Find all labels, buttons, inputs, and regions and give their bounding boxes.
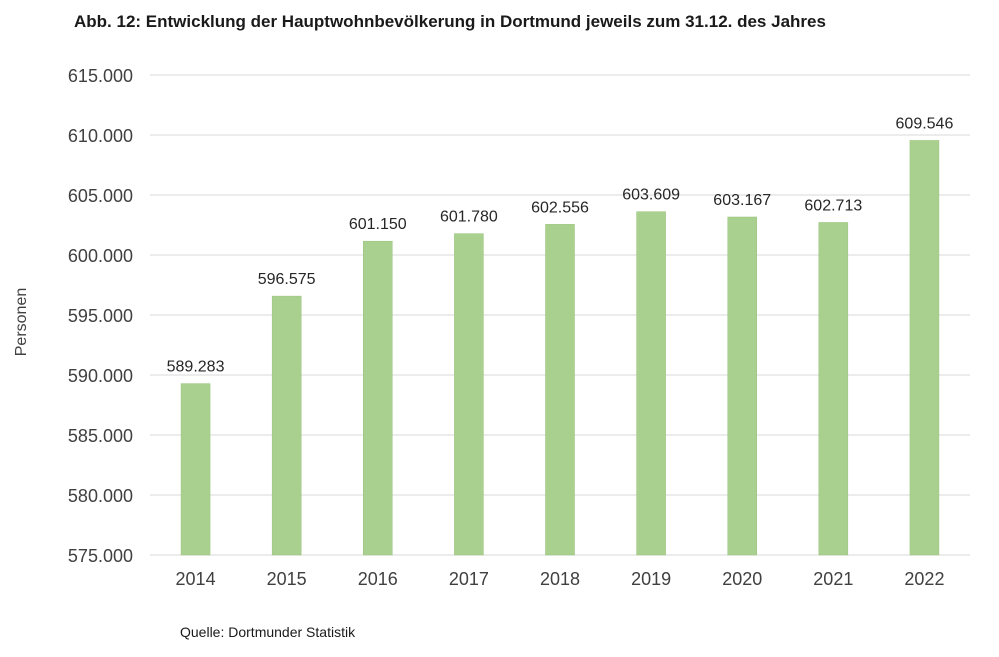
- data-label: 601.780: [440, 209, 498, 226]
- x-axis-ticks: 2014 2015 2016 2017 2018 2019 2020 2021 2022: [176, 569, 945, 589]
- x-tick-label: 2021: [813, 569, 853, 589]
- bar: [545, 224, 575, 556]
- data-label: 596.575: [258, 271, 316, 288]
- bar: [818, 222, 849, 556]
- data-label: 609.546: [896, 115, 954, 132]
- data-label: 589.283: [167, 359, 225, 376]
- y-tick-label: 595.000: [68, 306, 133, 326]
- x-tick-label: 2020: [722, 569, 762, 589]
- x-tick-label: 2016: [358, 569, 398, 589]
- y-tick-label: 600.000: [68, 246, 133, 266]
- data-label: 603.609: [622, 187, 680, 204]
- y-tick-label: 615.000: [68, 66, 133, 86]
- bar: [727, 216, 757, 556]
- x-tick-label: 2014: [176, 569, 216, 589]
- x-tick-label: 2022: [904, 569, 944, 589]
- bar: [636, 211, 666, 556]
- bars: [180, 140, 940, 556]
- bar: [363, 240, 393, 556]
- y-tick-label: 610.000: [68, 126, 133, 146]
- source-note: Quelle: Dortmunder Statistik: [180, 624, 356, 640]
- y-tick-label: 605.000: [68, 186, 133, 206]
- y-tick-label: 585.000: [68, 426, 133, 446]
- y-axis-ticks: 575.000 580.000 585.000 590.000 595.000 600.0…: [68, 66, 133, 566]
- y-tick-label: 575.000: [68, 546, 133, 566]
- chart-title: Abb. 12: Entwicklung der Hauptwohnbevölk…: [74, 12, 826, 31]
- bar: [909, 140, 940, 556]
- data-label: 602.713: [804, 197, 862, 214]
- x-tick-label: 2015: [267, 569, 307, 589]
- x-tick-label: 2019: [631, 569, 671, 589]
- bar: [271, 295, 302, 556]
- x-tick-label: 2017: [449, 569, 489, 589]
- y-tick-label: 590.000: [68, 366, 133, 386]
- x-tick-label: 2018: [540, 569, 580, 589]
- y-tick-label: 580.000: [68, 486, 133, 506]
- data-label: 601.150: [349, 216, 407, 233]
- data-labels: 589.283 596.575 601.150 601.780 602.556 603.6…: [167, 115, 954, 375]
- data-label: 602.556: [531, 199, 589, 216]
- bar: [454, 233, 484, 556]
- data-label: 603.167: [713, 192, 771, 209]
- bar: [180, 383, 211, 556]
